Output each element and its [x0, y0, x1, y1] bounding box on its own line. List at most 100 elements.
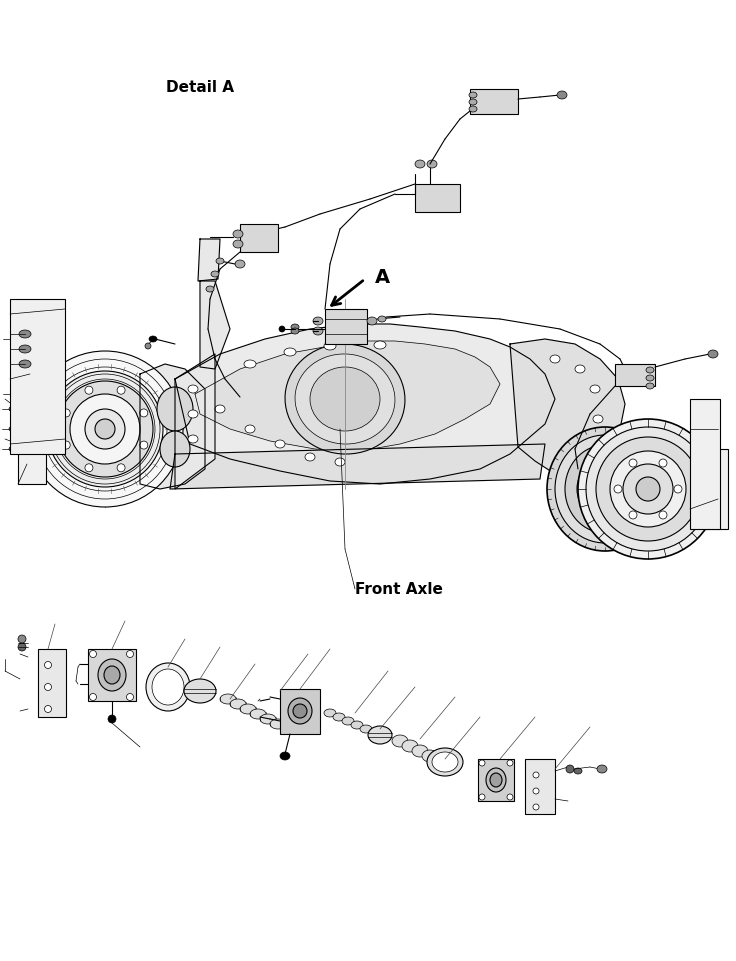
- Ellipse shape: [85, 464, 93, 472]
- Ellipse shape: [188, 435, 198, 444]
- Bar: [18, 375, 46, 484]
- Ellipse shape: [140, 442, 148, 450]
- Ellipse shape: [324, 709, 336, 717]
- Ellipse shape: [90, 651, 96, 658]
- Ellipse shape: [188, 385, 198, 394]
- Ellipse shape: [593, 415, 603, 424]
- Ellipse shape: [95, 420, 115, 439]
- Ellipse shape: [590, 385, 600, 394]
- Polygon shape: [510, 339, 625, 478]
- Ellipse shape: [270, 719, 286, 729]
- Ellipse shape: [646, 376, 654, 382]
- Polygon shape: [170, 445, 545, 489]
- Ellipse shape: [230, 700, 246, 709]
- Ellipse shape: [557, 92, 567, 100]
- Ellipse shape: [293, 704, 307, 718]
- Ellipse shape: [98, 659, 126, 691]
- Ellipse shape: [596, 437, 700, 541]
- Ellipse shape: [215, 406, 225, 413]
- Ellipse shape: [533, 788, 539, 794]
- Ellipse shape: [27, 352, 183, 507]
- Ellipse shape: [127, 651, 133, 658]
- Bar: [88, 650, 136, 702]
- Ellipse shape: [90, 694, 96, 701]
- Ellipse shape: [586, 428, 710, 552]
- Ellipse shape: [368, 727, 392, 744]
- Ellipse shape: [18, 643, 26, 652]
- Ellipse shape: [646, 368, 654, 374]
- Ellipse shape: [629, 459, 637, 468]
- Ellipse shape: [291, 329, 299, 334]
- Ellipse shape: [145, 344, 151, 350]
- Ellipse shape: [555, 435, 655, 543]
- Ellipse shape: [333, 713, 345, 722]
- Ellipse shape: [432, 752, 458, 773]
- Ellipse shape: [469, 107, 477, 112]
- Ellipse shape: [550, 356, 560, 363]
- Ellipse shape: [374, 342, 386, 350]
- Ellipse shape: [280, 752, 290, 760]
- Ellipse shape: [708, 351, 718, 358]
- Ellipse shape: [427, 160, 437, 169]
- Ellipse shape: [240, 704, 256, 714]
- Ellipse shape: [44, 662, 52, 669]
- Ellipse shape: [575, 365, 585, 374]
- Ellipse shape: [597, 765, 607, 774]
- Ellipse shape: [206, 286, 214, 293]
- Ellipse shape: [305, 454, 315, 461]
- Ellipse shape: [19, 346, 31, 354]
- Text: A: A: [375, 268, 390, 287]
- Ellipse shape: [610, 452, 686, 528]
- Ellipse shape: [636, 478, 660, 502]
- Ellipse shape: [184, 679, 216, 703]
- Ellipse shape: [324, 343, 336, 351]
- Ellipse shape: [674, 485, 682, 494]
- Ellipse shape: [402, 740, 418, 752]
- Ellipse shape: [487, 96, 497, 104]
- Ellipse shape: [19, 360, 31, 369]
- Ellipse shape: [284, 349, 296, 357]
- Ellipse shape: [157, 387, 193, 431]
- Ellipse shape: [574, 768, 582, 775]
- Ellipse shape: [149, 336, 157, 343]
- Ellipse shape: [44, 684, 52, 691]
- Ellipse shape: [19, 331, 31, 338]
- Ellipse shape: [578, 420, 718, 559]
- Ellipse shape: [378, 317, 386, 323]
- Ellipse shape: [127, 694, 133, 701]
- Ellipse shape: [490, 774, 502, 787]
- Ellipse shape: [233, 231, 243, 238]
- Polygon shape: [200, 282, 230, 370]
- Bar: [615, 364, 655, 386]
- Polygon shape: [140, 364, 205, 489]
- Ellipse shape: [313, 328, 323, 335]
- Ellipse shape: [577, 459, 633, 520]
- Ellipse shape: [104, 666, 120, 684]
- Ellipse shape: [245, 426, 255, 433]
- Ellipse shape: [486, 768, 506, 792]
- Bar: [38, 650, 66, 717]
- Ellipse shape: [108, 715, 116, 724]
- Ellipse shape: [659, 459, 667, 468]
- Ellipse shape: [18, 635, 26, 643]
- Ellipse shape: [63, 409, 70, 417]
- Ellipse shape: [547, 428, 663, 552]
- Ellipse shape: [629, 511, 637, 520]
- Ellipse shape: [623, 464, 673, 514]
- Polygon shape: [198, 239, 220, 282]
- Ellipse shape: [533, 804, 539, 810]
- Ellipse shape: [117, 464, 125, 472]
- Ellipse shape: [659, 511, 667, 520]
- Ellipse shape: [85, 409, 125, 450]
- Ellipse shape: [646, 383, 654, 389]
- Ellipse shape: [44, 705, 52, 713]
- Bar: [240, 225, 278, 253]
- Ellipse shape: [469, 93, 477, 99]
- Ellipse shape: [291, 325, 299, 331]
- Polygon shape: [175, 355, 215, 489]
- Ellipse shape: [9, 427, 19, 432]
- Ellipse shape: [533, 773, 539, 778]
- Ellipse shape: [479, 794, 485, 801]
- Ellipse shape: [566, 765, 574, 774]
- Ellipse shape: [412, 745, 428, 757]
